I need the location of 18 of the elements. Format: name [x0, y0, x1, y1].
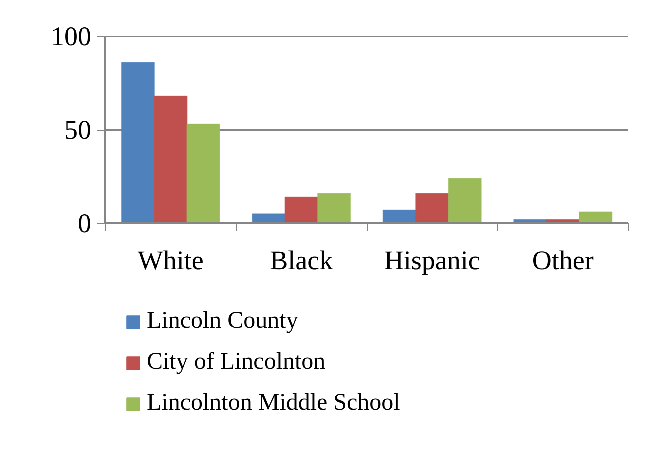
bar	[154, 96, 188, 224]
x-tick-label: White	[138, 246, 204, 276]
x-tick-label: Other	[532, 246, 594, 276]
x-tick-label: Hispanic	[384, 246, 480, 276]
legend-label: Lincoln County	[147, 308, 298, 335]
y-tick-label: 100	[51, 22, 92, 52]
legend-label: Lincolnton Middle School	[147, 390, 400, 417]
y-tick-label: 0	[78, 208, 92, 238]
bar	[448, 178, 482, 224]
y-tick-label: 50	[64, 115, 92, 145]
legend-label: City of Lincolnton	[147, 349, 326, 376]
bar	[284, 196, 318, 224]
bar	[252, 214, 286, 224]
bar	[416, 193, 450, 224]
bar	[121, 62, 156, 224]
bar	[186, 124, 220, 224]
x-tick-label: Black	[270, 246, 334, 276]
bar	[317, 193, 352, 224]
